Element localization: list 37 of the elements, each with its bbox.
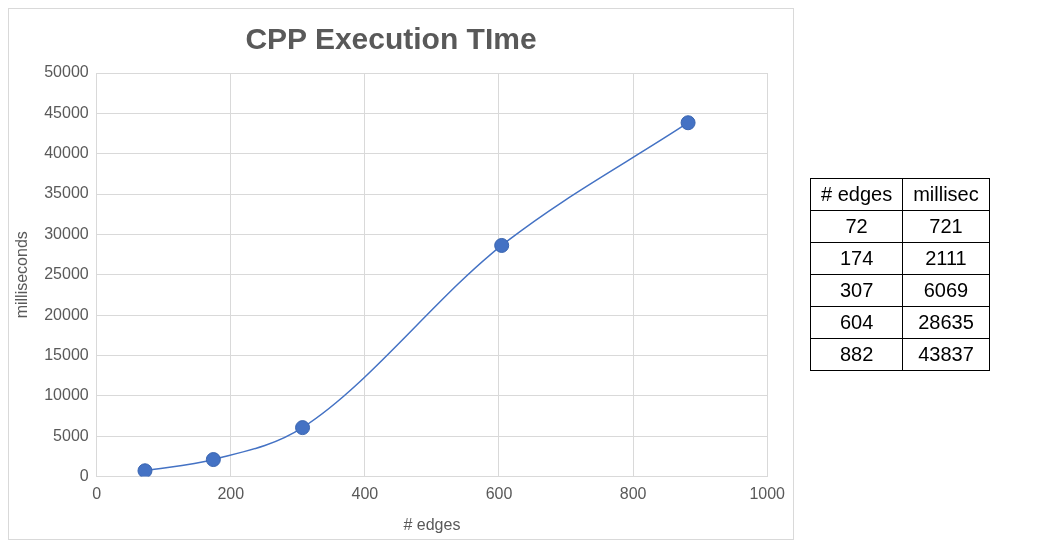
category-label: 882 bbox=[810, 338, 903, 370]
y-tick-label: 15000 bbox=[44, 345, 89, 363]
data-label: 721 bbox=[902, 210, 990, 242]
point bbox=[205, 452, 221, 468]
x-axis-title: # edges bbox=[403, 515, 461, 533]
y-tick-label: 40000 bbox=[44, 144, 89, 162]
point bbox=[295, 420, 311, 436]
data-label: 2111 bbox=[902, 242, 990, 274]
y-tick-label: 45000 bbox=[44, 103, 89, 121]
y-tick-label: 50000 bbox=[44, 63, 89, 81]
point bbox=[137, 463, 153, 477]
category-label: 307 bbox=[810, 274, 903, 306]
text: # edges bbox=[810, 178, 903, 210]
x-tick-label: 0 bbox=[92, 484, 102, 502]
y-tick-label: 25000 bbox=[44, 265, 89, 283]
category-label: 72 bbox=[810, 210, 903, 242]
data-label: 6069 bbox=[902, 274, 990, 306]
x-tick-label: 400 bbox=[351, 484, 379, 502]
point bbox=[680, 115, 696, 131]
y-tick-label: 35000 bbox=[44, 184, 89, 202]
text: millisec bbox=[902, 178, 990, 210]
x-tick-label: 600 bbox=[485, 484, 513, 502]
y-tick-label: 30000 bbox=[44, 224, 89, 242]
y-tick-label: 20000 bbox=[44, 305, 89, 323]
point bbox=[494, 237, 510, 253]
data-label: 43837 bbox=[902, 338, 990, 370]
category-label: 604 bbox=[810, 306, 903, 338]
y-tick-label: 0 bbox=[79, 467, 89, 485]
x-tick-label: 1000 bbox=[749, 484, 786, 502]
data-label: 28635 bbox=[902, 306, 990, 338]
y-tick-label: 10000 bbox=[44, 386, 89, 404]
y-tick-label: 5000 bbox=[53, 426, 89, 444]
x-tick-label: 200 bbox=[217, 484, 245, 502]
category-label: 174 bbox=[810, 242, 903, 274]
chart-title: CPP Execution TIme bbox=[245, 22, 537, 56]
y-axis-title: milliseconds bbox=[13, 231, 31, 319]
x-tick-label: 800 bbox=[619, 484, 647, 502]
